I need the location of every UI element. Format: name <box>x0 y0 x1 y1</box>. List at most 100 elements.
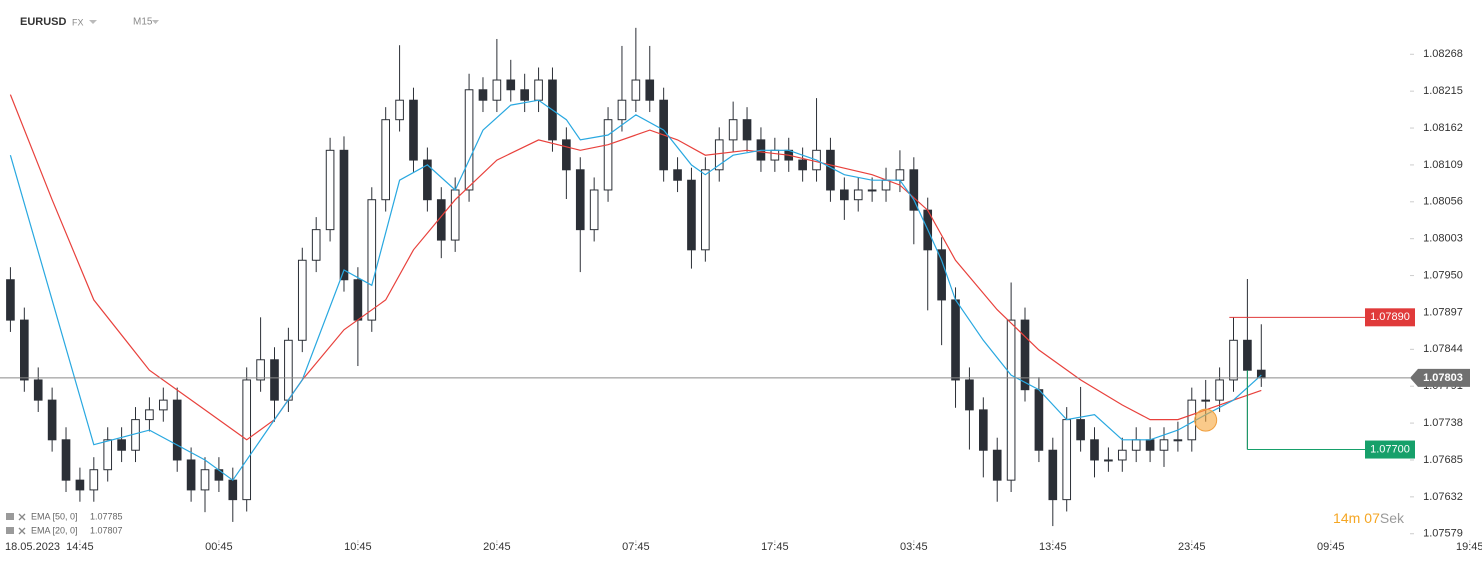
candle-body <box>145 409 154 421</box>
countdown-unit: Sek <box>1380 510 1405 526</box>
candle-body <box>1215 379 1224 401</box>
candle-body <box>575 169 585 231</box>
legend: EMA [50, 0] 1.07785 EMA [20, 0] 1.07807 <box>6 511 123 535</box>
candle-body <box>603 119 613 191</box>
candle-body <box>589 189 599 231</box>
candle-body <box>436 199 446 241</box>
candle-body <box>492 79 502 101</box>
y-tick-label: 1.07844 <box>1423 343 1463 355</box>
current-price-label: 1.07803 <box>1423 372 1463 384</box>
countdown-minutes: 14 <box>1333 510 1349 526</box>
x-tick-label: 10:45 <box>344 541 372 553</box>
candle-body <box>1090 439 1099 461</box>
candle-body <box>701 169 710 251</box>
candle-body <box>992 449 1002 481</box>
candle-body <box>1145 439 1155 451</box>
candle-body <box>798 159 807 171</box>
candle-body <box>297 259 307 341</box>
legend-value: 1.07807 <box>90 525 123 535</box>
level-tag <box>1365 440 1415 459</box>
legend-icon <box>6 527 14 534</box>
candle-body <box>409 99 418 161</box>
legend-name: EMA [50, 0] <box>31 511 78 521</box>
y-tick-label: 1.07632 <box>1423 491 1463 503</box>
x-tick-label: 20:45 <box>483 541 511 553</box>
y-tick-label: 1.08268 <box>1423 48 1463 60</box>
candles <box>6 27 1266 527</box>
candle-body <box>339 149 349 281</box>
y-tick-label: 1.08003 <box>1423 233 1463 245</box>
candle-body <box>840 189 849 201</box>
candle-body <box>270 359 279 401</box>
candle-body <box>742 119 752 141</box>
candle-body <box>714 139 724 171</box>
countdown-seconds: 07 <box>1364 510 1380 526</box>
symbol[interactable]: EURUSD <box>20 16 67 28</box>
candle-body <box>1076 419 1085 441</box>
y-tick-label: 1.08215 <box>1423 85 1463 97</box>
candle-body <box>1243 339 1252 371</box>
candle-body <box>978 409 988 451</box>
candle-body <box>6 279 15 321</box>
candle-body <box>381 119 391 201</box>
candle-body <box>33 379 43 401</box>
candle-body <box>909 169 919 211</box>
candle-body <box>1048 449 1058 501</box>
candle-body <box>353 279 363 321</box>
candle-body <box>506 79 516 91</box>
candle-body <box>395 99 404 121</box>
dropdown-arrow[interactable] <box>89 20 97 24</box>
y-tick-label: 1.07685 <box>1423 454 1463 466</box>
countdown: 14m 07Sek <box>1333 510 1405 526</box>
candle-body <box>937 249 946 301</box>
candle-body <box>367 199 377 321</box>
x-tick-label: 07:45 <box>622 541 650 553</box>
candle-body <box>47 399 57 441</box>
candle-body <box>1201 399 1211 402</box>
y-tick-label: 1.08109 <box>1423 159 1463 171</box>
candle-body <box>186 459 196 491</box>
candle-body <box>728 119 738 141</box>
candle-body <box>826 149 835 191</box>
interval[interactable]: M15 <box>133 17 153 28</box>
candle-body <box>1104 459 1113 462</box>
candle-body <box>89 469 99 491</box>
candle-body <box>1034 389 1044 451</box>
candle-body <box>158 399 168 411</box>
candle-body <box>965 379 974 411</box>
dropdown-arrow[interactable] <box>152 20 159 24</box>
candle-body <box>75 479 85 491</box>
x-tick-label: 03:45 <box>900 541 928 553</box>
candle-body <box>1159 439 1169 451</box>
candle-body <box>1062 419 1072 501</box>
x-tick-label: 09:45 <box>1317 541 1345 553</box>
candle-body <box>520 89 529 101</box>
candle-body <box>311 229 321 261</box>
candle-body <box>117 439 126 451</box>
candle-body <box>20 319 29 381</box>
candle-body <box>673 169 682 181</box>
y-tick-label: 1.07579 <box>1423 528 1463 540</box>
candle-body <box>1117 449 1127 461</box>
candle-body <box>1020 319 1030 391</box>
candle-body <box>478 89 488 101</box>
candle-body <box>853 189 863 201</box>
x-tick-label: 23:45 <box>1178 541 1206 553</box>
level-label: 1.07890 <box>1370 311 1410 323</box>
candle-body <box>325 149 335 231</box>
legend-name: EMA [20, 0] <box>31 525 78 535</box>
candle-body <box>617 99 627 121</box>
legend-remove[interactable] <box>18 513 26 521</box>
candle-body <box>423 159 432 201</box>
market: FX <box>72 17 84 27</box>
legend-remove[interactable] <box>18 527 26 535</box>
ema-line <box>9 99 1262 482</box>
y-tick-label: 1.07897 <box>1423 306 1463 318</box>
countdown-unit: m <box>1349 510 1361 526</box>
candle-body <box>228 479 238 501</box>
candle-body <box>770 149 780 161</box>
candle-body <box>256 359 265 381</box>
y-tick-label: 1.07950 <box>1423 269 1463 281</box>
level-label: 1.07700 <box>1370 443 1410 455</box>
candle-body <box>1006 319 1016 481</box>
